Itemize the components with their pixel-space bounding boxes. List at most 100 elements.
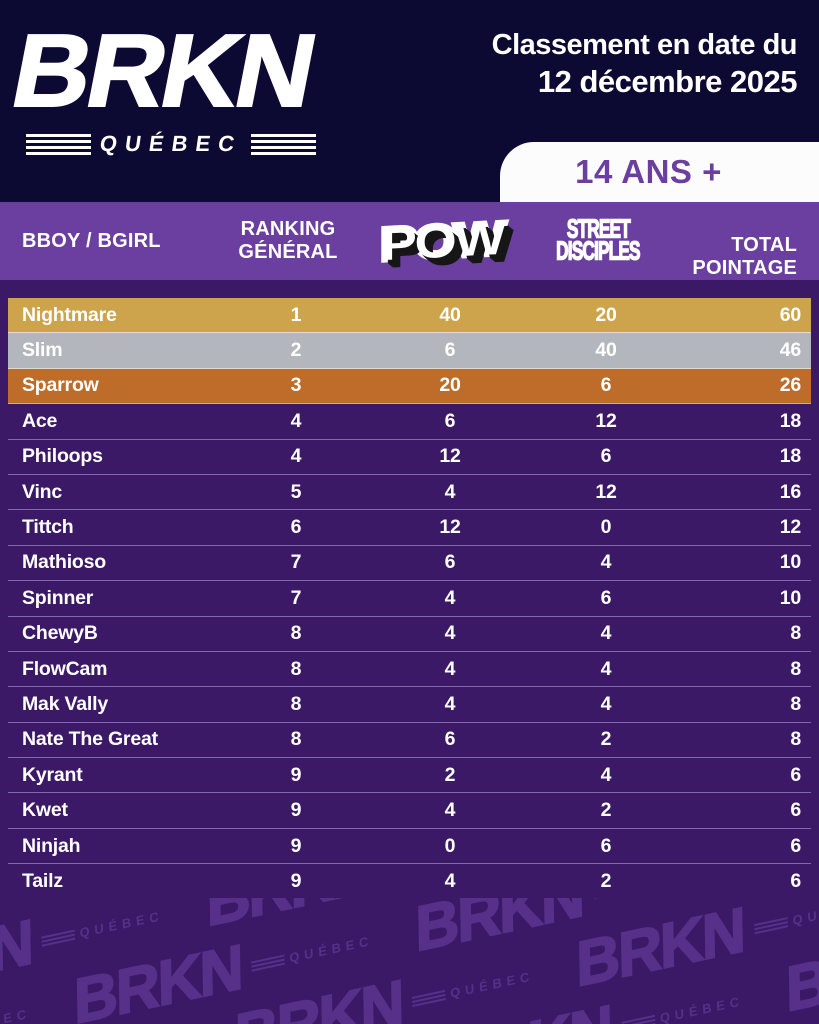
table-header-row: BBOY / BGIRL RANKING GÉNÉRAL POW STREET … bbox=[0, 202, 819, 280]
cell-name: Mathioso bbox=[22, 551, 106, 574]
cell-street-disciples: 6 bbox=[600, 586, 612, 609]
watermark-quebec: QUÉBEC bbox=[41, 907, 164, 948]
cell-name: Kwet bbox=[22, 799, 68, 822]
watermark-quebec-label: QUÉBEC bbox=[791, 898, 819, 928]
watermark-quebec-label: QUÉBEC bbox=[288, 932, 374, 966]
cell-total: 8 bbox=[790, 692, 801, 715]
cell-pow: 6 bbox=[444, 409, 456, 432]
table-row: Philoops 4 12 6 18 bbox=[8, 439, 811, 475]
cell-total: 16 bbox=[779, 480, 801, 503]
table-row: Slim 2 6 40 46 bbox=[8, 333, 811, 369]
table-row: Spinner 7 4 6 10 bbox=[8, 581, 811, 617]
table-row: Mathioso 7 6 4 10 bbox=[8, 545, 811, 582]
poster-header: BRKN QUÉBEC Classement en date du 12 déc… bbox=[0, 0, 819, 202]
watermark-quebec-label: QUÉBEC bbox=[79, 907, 164, 941]
pow-logo-icon: POW bbox=[378, 209, 506, 273]
watermark-quebec: QUÉBEC bbox=[753, 898, 819, 936]
cell-name: Sparrow bbox=[22, 374, 99, 397]
cell-street-disciples: 6 bbox=[600, 834, 612, 857]
column-header-name: BBOY / BGIRL bbox=[22, 229, 161, 252]
watermark-quebec-label: QUÉBEC bbox=[449, 967, 535, 1001]
table-row: FlowCam 8 4 4 8 bbox=[8, 651, 811, 688]
cell-name: FlowCam bbox=[22, 657, 108, 680]
cell-rank: 9 bbox=[290, 799, 302, 822]
cell-pow: 40 bbox=[439, 303, 461, 326]
cell-rank: 5 bbox=[290, 480, 302, 503]
table-row: Kwet 9 4 2 6 bbox=[8, 793, 811, 829]
cell-street-disciples: 2 bbox=[600, 799, 612, 822]
watermark-bars-icon bbox=[753, 916, 788, 934]
cell-total: 18 bbox=[779, 445, 801, 468]
table-row: Mak Vally 8 4 4 8 bbox=[8, 687, 811, 723]
cell-pow: 0 bbox=[444, 834, 456, 857]
street-disciples-line1: STREET bbox=[566, 215, 631, 244]
cell-name: Tittch bbox=[22, 516, 74, 539]
watermark-pattern: BRKNQUÉBECBRKNQUÉBECBRKNQUÉBECBRKNQUÉBEC… bbox=[0, 898, 819, 1024]
cell-rank: 8 bbox=[290, 657, 302, 680]
cell-street-disciples: 2 bbox=[600, 869, 612, 892]
age-category-label: 14 ANS + bbox=[575, 153, 722, 190]
cell-street-disciples: 40 bbox=[595, 339, 617, 362]
cell-pow: 4 bbox=[444, 692, 456, 715]
logo-bars-left-icon bbox=[26, 133, 91, 155]
cell-rank: 8 bbox=[290, 622, 302, 645]
cell-pow: 4 bbox=[444, 869, 456, 892]
cell-street-disciples: 6 bbox=[600, 445, 612, 468]
quebec-label: QUÉBEC bbox=[98, 131, 244, 156]
cell-rank: 4 bbox=[290, 445, 302, 468]
cell-total: 6 bbox=[790, 834, 801, 857]
column-header-total-line1: TOTAL bbox=[731, 234, 797, 256]
cell-street-disciples: 12 bbox=[595, 480, 617, 503]
cell-name: Philoops bbox=[22, 445, 103, 468]
cell-street-disciples: 4 bbox=[600, 692, 612, 715]
cell-street-disciples: 4 bbox=[600, 551, 612, 574]
cell-total: 60 bbox=[779, 303, 801, 326]
table-row: Vinc 5 4 12 16 bbox=[8, 474, 811, 511]
cell-total: 6 bbox=[790, 869, 801, 892]
cell-pow: 4 bbox=[444, 657, 456, 680]
cell-pow: 20 bbox=[439, 374, 461, 397]
table-row: Ninjah 9 0 6 6 bbox=[8, 828, 811, 865]
cell-rank: 3 bbox=[290, 374, 302, 397]
column-header-total-line2: POINTAGE bbox=[692, 257, 797, 279]
cell-total: 6 bbox=[790, 799, 801, 822]
cell-name: Ninjah bbox=[22, 834, 81, 857]
ranking-date-prefix: Classement en date du bbox=[491, 29, 798, 61]
table-row: Tailz 9 4 2 6 bbox=[8, 864, 811, 900]
watermark-bars-icon bbox=[250, 953, 285, 971]
footer-watermark: BRKNQUÉBECBRKNQUÉBECBRKNQUÉBECBRKNQUÉBEC… bbox=[0, 898, 819, 1024]
watermark-quebec-label: QUÉBEC bbox=[659, 992, 744, 1024]
cell-name: Ace bbox=[22, 409, 58, 432]
watermark-quebec: QUÉBEC bbox=[250, 932, 374, 973]
cell-rank: 1 bbox=[290, 303, 302, 326]
age-category-badge: 14 ANS + bbox=[500, 142, 819, 202]
street-disciples-line2: DISCIPLES bbox=[556, 237, 641, 266]
cell-pow: 2 bbox=[444, 763, 456, 786]
watermark-quebec: QUÉBEC bbox=[593, 898, 716, 901]
cell-street-disciples: 0 bbox=[600, 516, 612, 539]
cell-total: 8 bbox=[790, 622, 801, 645]
cell-name: Tailz bbox=[22, 869, 63, 892]
cell-pow: 4 bbox=[444, 622, 456, 645]
watermark-bars-icon bbox=[621, 1013, 656, 1024]
logo-bars-right-icon bbox=[251, 133, 316, 155]
cell-name: Vinc bbox=[22, 480, 63, 503]
cell-name: Kyrant bbox=[22, 763, 83, 786]
cell-name: Spinner bbox=[22, 586, 94, 609]
watermark-bars-icon bbox=[41, 928, 76, 946]
cell-rank: 9 bbox=[290, 869, 302, 892]
table-row: Tittch 6 12 0 12 bbox=[8, 510, 811, 546]
table-row: Sparrow 3 20 6 26 bbox=[8, 368, 811, 405]
cell-name: ChewyB bbox=[22, 622, 98, 645]
cell-pow: 6 bbox=[444, 339, 456, 362]
cell-name: Nightmare bbox=[22, 303, 117, 326]
cell-name: Mak Vally bbox=[22, 692, 109, 715]
cell-total: 12 bbox=[779, 516, 801, 539]
table-row: Nate The Great 8 6 2 8 bbox=[8, 722, 811, 759]
ranking-date: Classement en date du 12 décembre 2025 bbox=[491, 27, 798, 101]
cell-pow: 6 bbox=[444, 728, 456, 751]
cell-pow: 6 bbox=[444, 551, 456, 574]
cell-rank: 6 bbox=[290, 516, 302, 539]
